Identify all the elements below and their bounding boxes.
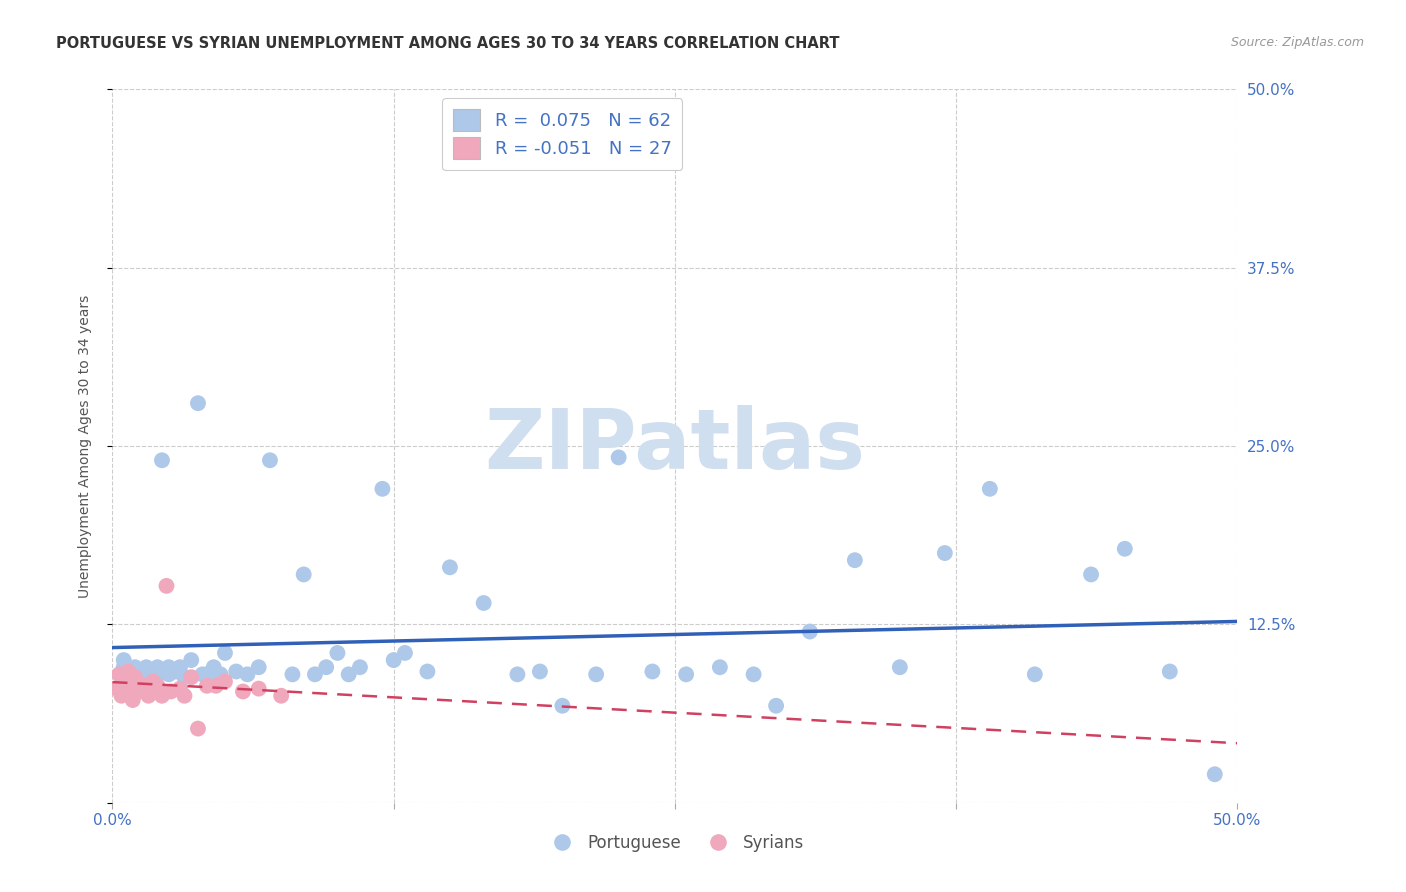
- Point: [187, 722, 209, 736]
- Point: [236, 667, 259, 681]
- Point: [110, 689, 132, 703]
- Text: PORTUGUESE VS SYRIAN UNEMPLOYMENT AMONG AGES 30 TO 34 YEARS CORRELATION CHART: PORTUGUESE VS SYRIAN UNEMPLOYMENT AMONG …: [56, 36, 839, 51]
- Point: [382, 653, 405, 667]
- Point: [169, 681, 191, 696]
- Point: [979, 482, 1001, 496]
- Point: [675, 667, 697, 681]
- Point: [108, 667, 131, 681]
- Point: [169, 660, 191, 674]
- Point: [209, 667, 232, 681]
- Point: [1080, 567, 1102, 582]
- Point: [247, 681, 270, 696]
- Point: [180, 653, 202, 667]
- Y-axis label: Unemployment Among Ages 30 to 34 years: Unemployment Among Ages 30 to 34 years: [77, 294, 91, 598]
- Point: [155, 579, 177, 593]
- Point: [128, 670, 150, 684]
- Point: [304, 667, 326, 681]
- Point: [112, 653, 135, 667]
- Point: [439, 560, 461, 574]
- Point: [742, 667, 765, 681]
- Point: [232, 684, 254, 698]
- Point: [124, 670, 146, 684]
- Point: [472, 596, 495, 610]
- Point: [326, 646, 349, 660]
- Text: ZIPatlas: ZIPatlas: [485, 406, 865, 486]
- Point: [165, 665, 187, 679]
- Point: [889, 660, 911, 674]
- Point: [337, 667, 360, 681]
- Point: [934, 546, 956, 560]
- Point: [202, 660, 225, 674]
- Point: [173, 689, 195, 703]
- Point: [416, 665, 439, 679]
- Legend: Portuguese, Syrians: Portuguese, Syrians: [538, 828, 811, 859]
- Point: [146, 660, 169, 674]
- Point: [105, 681, 128, 696]
- Point: [135, 667, 157, 681]
- Point: [1204, 767, 1226, 781]
- Point: [765, 698, 787, 713]
- Point: [121, 693, 143, 707]
- Point: [349, 660, 371, 674]
- Point: [117, 665, 139, 679]
- Point: [128, 684, 150, 698]
- Point: [1024, 667, 1046, 681]
- Point: [173, 670, 195, 684]
- Point: [124, 660, 146, 674]
- Point: [115, 684, 138, 698]
- Point: [150, 689, 173, 703]
- Point: [844, 553, 866, 567]
- Point: [506, 667, 529, 681]
- Point: [146, 679, 169, 693]
- Point: [135, 660, 157, 674]
- Point: [247, 660, 270, 674]
- Point: [709, 660, 731, 674]
- Point: [138, 689, 160, 703]
- Point: [187, 396, 209, 410]
- Point: [225, 665, 247, 679]
- Point: [1159, 665, 1181, 679]
- Point: [281, 667, 304, 681]
- Point: [124, 667, 146, 681]
- Point: [142, 674, 165, 689]
- Point: [607, 450, 630, 465]
- Point: [214, 646, 236, 660]
- Point: [180, 670, 202, 684]
- Point: [799, 624, 821, 639]
- Point: [112, 674, 135, 689]
- Point: [195, 667, 218, 681]
- Point: [146, 667, 169, 681]
- Point: [142, 665, 165, 679]
- Point: [371, 482, 394, 496]
- Point: [394, 646, 416, 660]
- Point: [205, 679, 228, 693]
- Point: [1114, 541, 1136, 556]
- Point: [315, 660, 337, 674]
- Point: [214, 674, 236, 689]
- Point: [641, 665, 664, 679]
- Point: [195, 679, 218, 693]
- Point: [120, 679, 142, 693]
- Point: [157, 667, 180, 681]
- Point: [124, 665, 146, 679]
- Point: [259, 453, 281, 467]
- Point: [132, 679, 155, 693]
- Point: [160, 684, 183, 698]
- Point: [120, 667, 142, 681]
- Point: [529, 665, 551, 679]
- Point: [157, 660, 180, 674]
- Point: [585, 667, 607, 681]
- Point: [292, 567, 315, 582]
- Point: [270, 689, 292, 703]
- Point: [191, 667, 214, 681]
- Point: [150, 453, 173, 467]
- Point: [551, 698, 574, 713]
- Point: [112, 660, 135, 674]
- Text: Source: ZipAtlas.com: Source: ZipAtlas.com: [1230, 36, 1364, 49]
